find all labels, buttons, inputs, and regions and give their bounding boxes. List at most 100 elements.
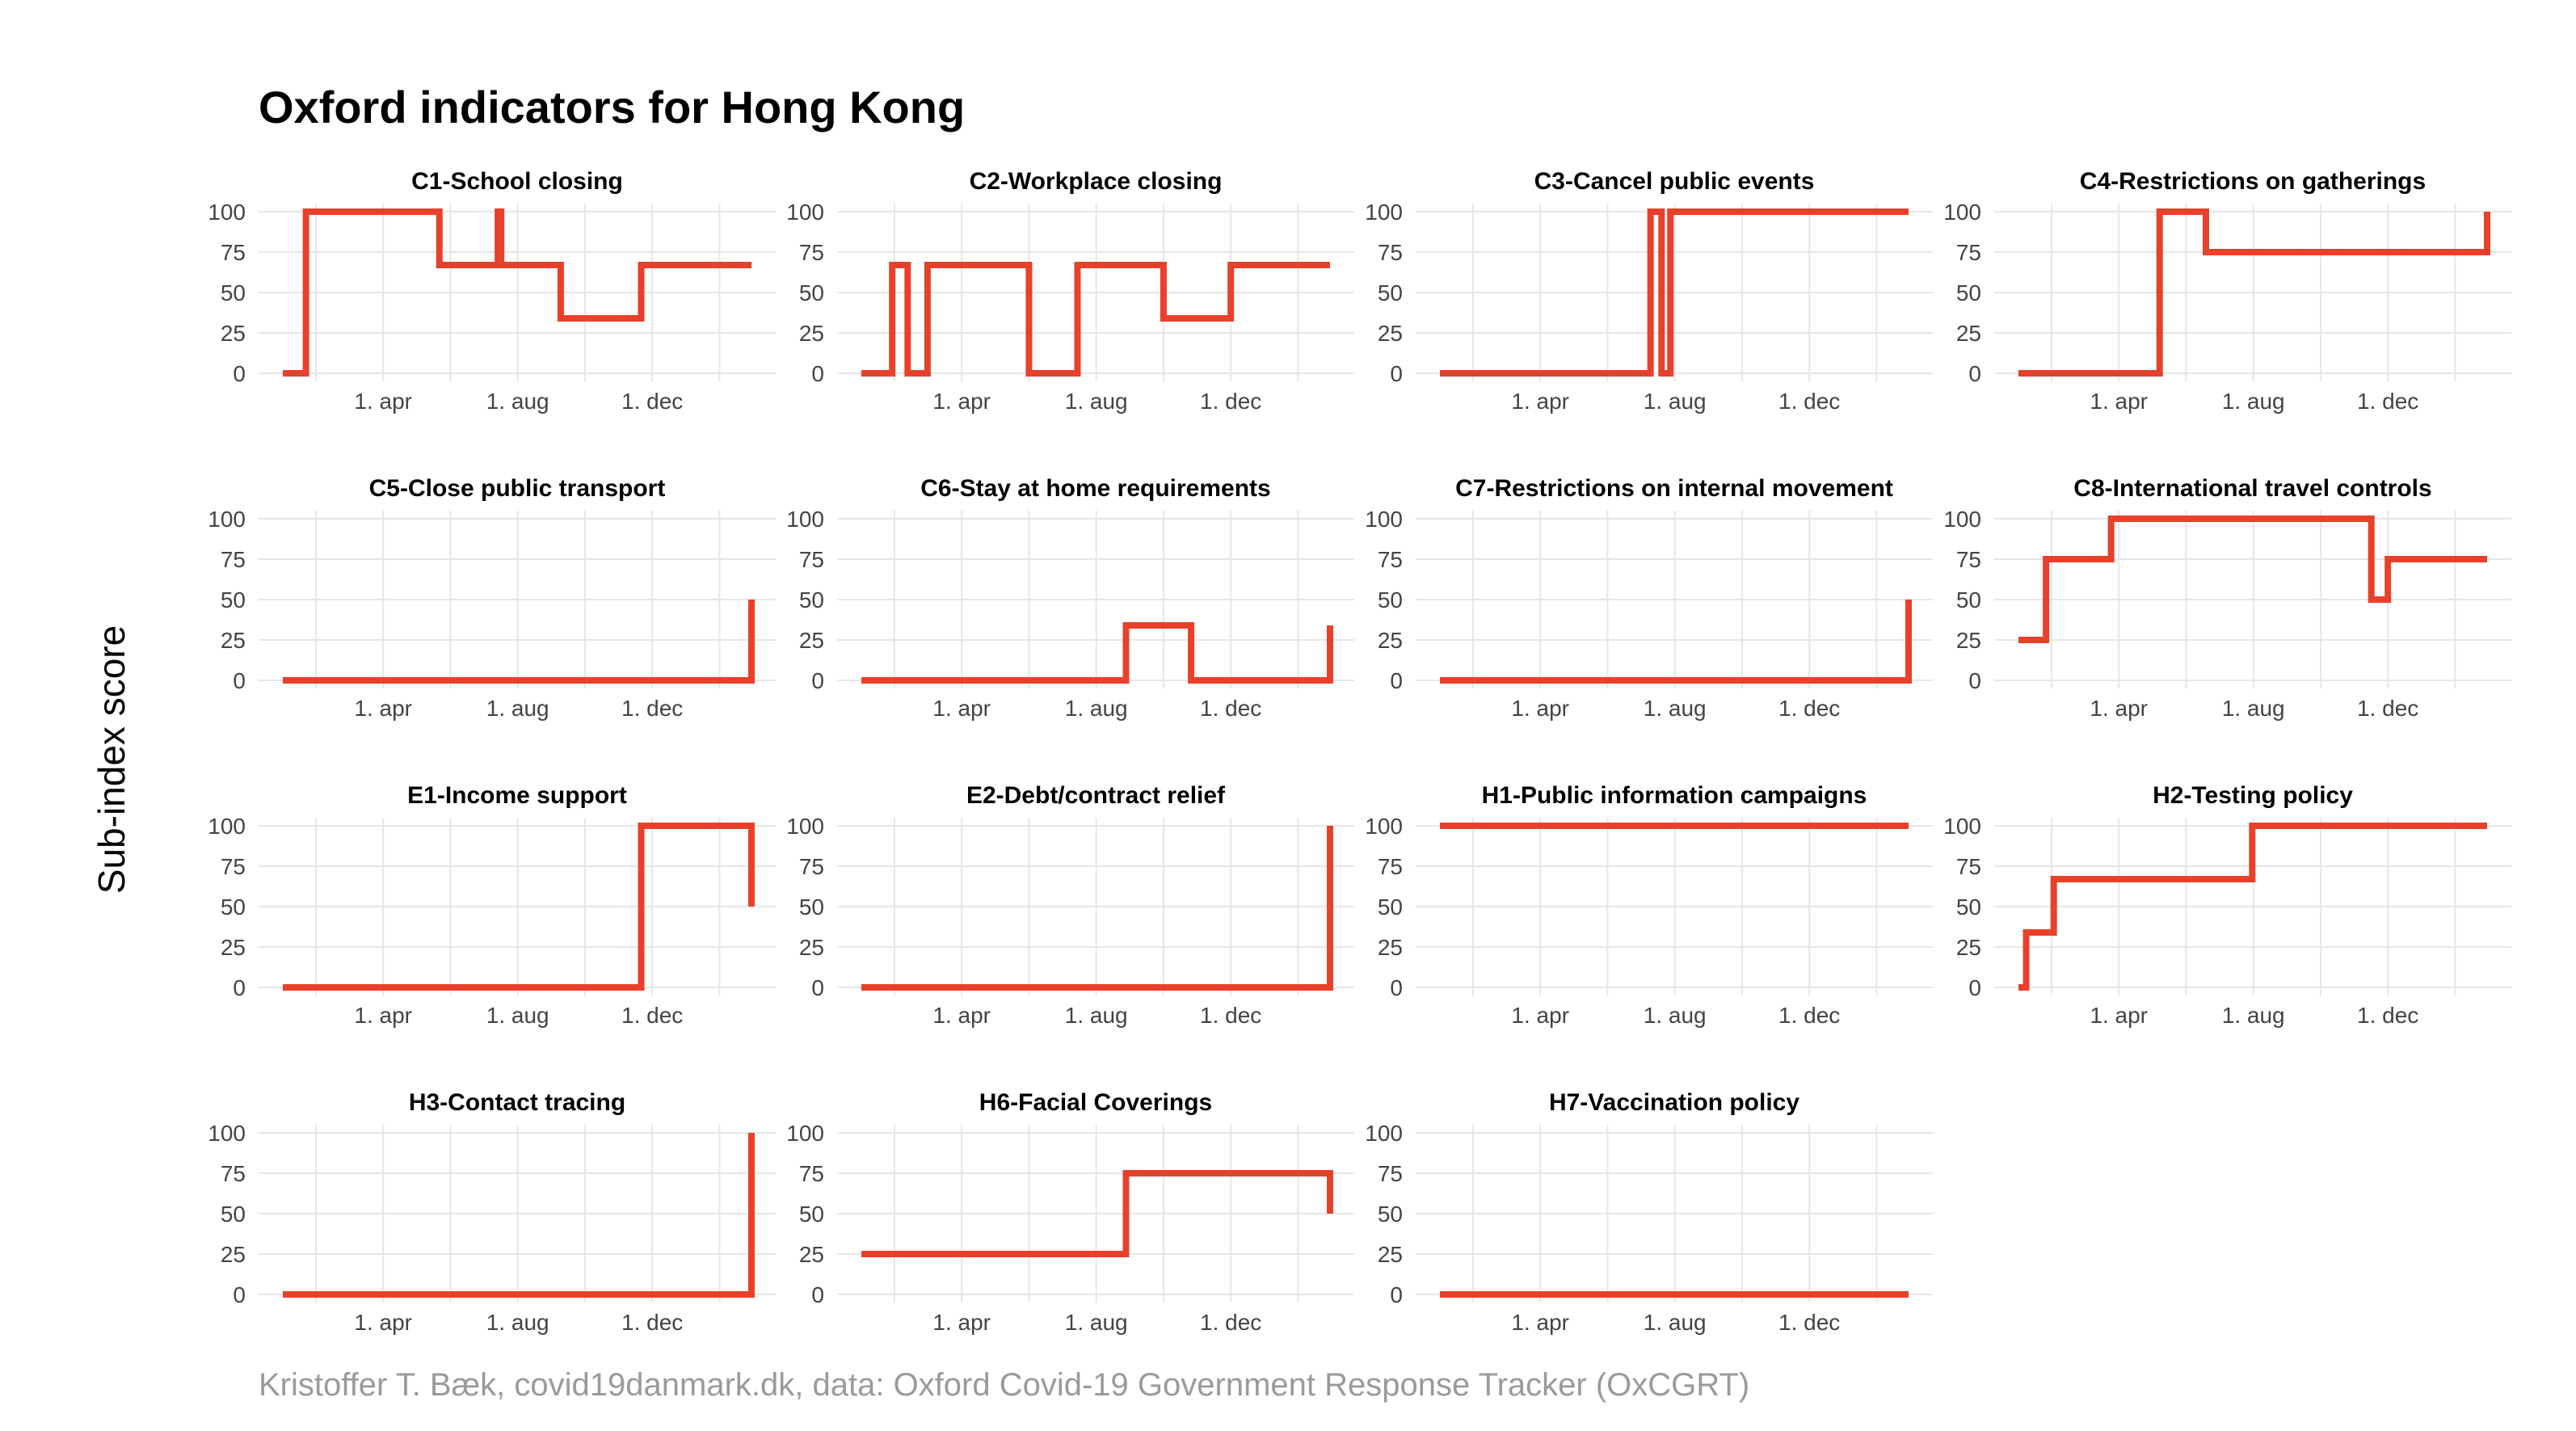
panel-6: C6-Stay at home requirements 0 25 50 75 100 1.…: [786, 475, 1354, 721]
y-tick-label: 75: [221, 854, 246, 879]
y-tick-label: 75: [221, 1161, 246, 1186]
y-tick-label: 100: [786, 814, 824, 839]
series-line: [283, 1133, 755, 1298]
panel-13: H3-Contact tracing 0 25 50 75 100 1. apr 1. aug…: [208, 1089, 776, 1335]
y-tick-label: 75: [799, 547, 824, 572]
y-tick-label: 75: [1378, 547, 1403, 572]
panel-3: C3-Cancel public events 0 25 50 75 100 1. apr 1…: [1365, 168, 1933, 414]
y-tick-label: 0: [233, 975, 246, 1000]
y-tick-label: 0: [1968, 668, 1981, 693]
x-tick-label: 1. apr: [354, 1310, 412, 1335]
series-line: [283, 823, 755, 991]
y-tick-label: 25: [799, 935, 824, 960]
y-tick-label: 25: [1378, 321, 1403, 346]
panel-9: E1-Income support 0 25 50 75 100 1. apr 1. aug 1…: [208, 782, 776, 1028]
y-tick-label: 100: [1365, 1121, 1403, 1146]
panel-4: C4-Restrictions on gatherings 0 25 50 75 100 1…: [1943, 168, 2511, 414]
series-line: [1440, 600, 1912, 684]
x-tick-label: 1. aug: [486, 1310, 549, 1335]
x-tick-label: 1. dec: [1778, 696, 1840, 721]
series-line: [283, 208, 751, 377]
x-tick-label: 1. apr: [1511, 696, 1569, 721]
y-tick-label: 50: [221, 894, 246, 920]
panel-title: C2-Workplace closing: [970, 168, 1223, 195]
panel-12: H2-Testing policy 0 25 50 75 100 1. apr 1. aug 1…: [1943, 782, 2511, 1028]
y-tick-label: 25: [1956, 935, 1981, 960]
y-tick-label: 50: [799, 280, 824, 305]
series-line: [861, 1170, 1333, 1257]
x-tick-label: 1. apr: [932, 1310, 991, 1335]
x-tick-label: 1. apr: [1511, 1003, 1569, 1028]
series-line: [283, 600, 755, 684]
y-tick-label: 50: [799, 587, 824, 612]
y-tick-label: 100: [208, 814, 246, 839]
x-tick-label: 1. dec: [1778, 389, 1840, 414]
y-tick-label: 25: [221, 321, 246, 346]
panel-title: H1-Public information campaigns: [1482, 782, 1867, 809]
y-tick-label: 0: [811, 975, 824, 1000]
y-tick-label: 75: [1956, 547, 1981, 572]
x-tick-label: 1. dec: [1200, 1310, 1261, 1335]
x-tick-label: 1. aug: [1644, 1310, 1707, 1335]
y-tick-label: 50: [799, 894, 824, 920]
panel-title: H6-Facial Coverings: [979, 1089, 1212, 1116]
x-tick-label: 1. apr: [2090, 696, 2148, 721]
y-tick-label: 50: [1956, 280, 1981, 305]
x-tick-label: 1. aug: [1065, 1003, 1128, 1028]
y-tick-label: 0: [811, 1282, 824, 1307]
panel-title: C8-International travel controls: [2073, 475, 2431, 502]
x-tick-label: 1. apr: [932, 696, 991, 721]
x-tick-label: 1. aug: [1065, 1310, 1128, 1335]
x-tick-label: 1. dec: [1778, 1310, 1840, 1335]
y-tick-label: 100: [786, 200, 824, 225]
panel-title: H3-Contact tracing: [409, 1089, 625, 1116]
y-tick-label: 25: [799, 628, 824, 653]
y-tick-label: 25: [799, 321, 824, 346]
y-tick-label: 25: [799, 1242, 824, 1267]
series-line: [2018, 823, 2487, 991]
x-tick-label: 1. apr: [354, 1003, 412, 1028]
x-tick-label: 1. apr: [1511, 1310, 1569, 1335]
panel-title: H7-Vaccination policy: [1549, 1089, 1799, 1116]
y-tick-label: 0: [233, 1282, 246, 1307]
y-tick-label: 0: [1390, 361, 1403, 386]
panel-5: C5-Close public transport 0 25 50 75 100 1. ap…: [208, 475, 776, 721]
y-tick-label: 100: [208, 1121, 246, 1146]
panel-10: E2-Debt/contract relief 0 25 50 75 100 1. apr 1…: [786, 782, 1354, 1028]
y-tick-label: 100: [1943, 200, 1981, 225]
x-tick-label: 1. apr: [932, 389, 991, 414]
y-tick-label: 50: [1378, 1202, 1403, 1227]
x-tick-label: 1. dec: [621, 389, 683, 414]
y-tick-label: 75: [221, 547, 246, 572]
series-line: [2018, 208, 2490, 377]
y-tick-label: 50: [1956, 894, 1981, 920]
y-tick-label: 0: [811, 668, 824, 693]
x-tick-label: 1. dec: [2357, 389, 2418, 414]
y-tick-label: 75: [1378, 854, 1403, 879]
panel-title: C1-School closing: [411, 168, 623, 195]
y-tick-label: 75: [1956, 240, 1981, 265]
y-tick-label: 50: [1956, 587, 1981, 612]
panel-title: C6-Stay at home requirements: [920, 475, 1270, 502]
y-tick-label: 100: [1943, 507, 1981, 532]
y-tick-label: 25: [1378, 935, 1403, 960]
x-tick-label: 1. apr: [1511, 389, 1569, 414]
x-tick-label: 1. apr: [2090, 1003, 2148, 1028]
y-tick-label: 75: [1378, 240, 1403, 265]
x-tick-label: 1. apr: [2090, 389, 2148, 414]
x-tick-label: 1. aug: [1065, 389, 1128, 414]
x-tick-label: 1. aug: [486, 1003, 549, 1028]
panel-7: C7-Restrictions on internal movement 0 25 5…: [1365, 475, 1933, 721]
y-tick-label: 50: [221, 1202, 246, 1227]
y-tick-label: 75: [1378, 1161, 1403, 1186]
series-line: [861, 826, 1333, 991]
x-tick-label: 1. dec: [1778, 1003, 1840, 1028]
series-line: [861, 622, 1333, 684]
y-tick-label: 75: [799, 854, 824, 879]
x-tick-label: 1. aug: [486, 696, 549, 721]
panel-title: C7-Restrictions on internal movement: [1455, 475, 1893, 502]
x-tick-label: 1. dec: [2357, 696, 2418, 721]
y-tick-label: 50: [221, 587, 246, 612]
y-tick-label: 0: [1390, 975, 1403, 1000]
y-tick-label: 100: [786, 1121, 824, 1146]
